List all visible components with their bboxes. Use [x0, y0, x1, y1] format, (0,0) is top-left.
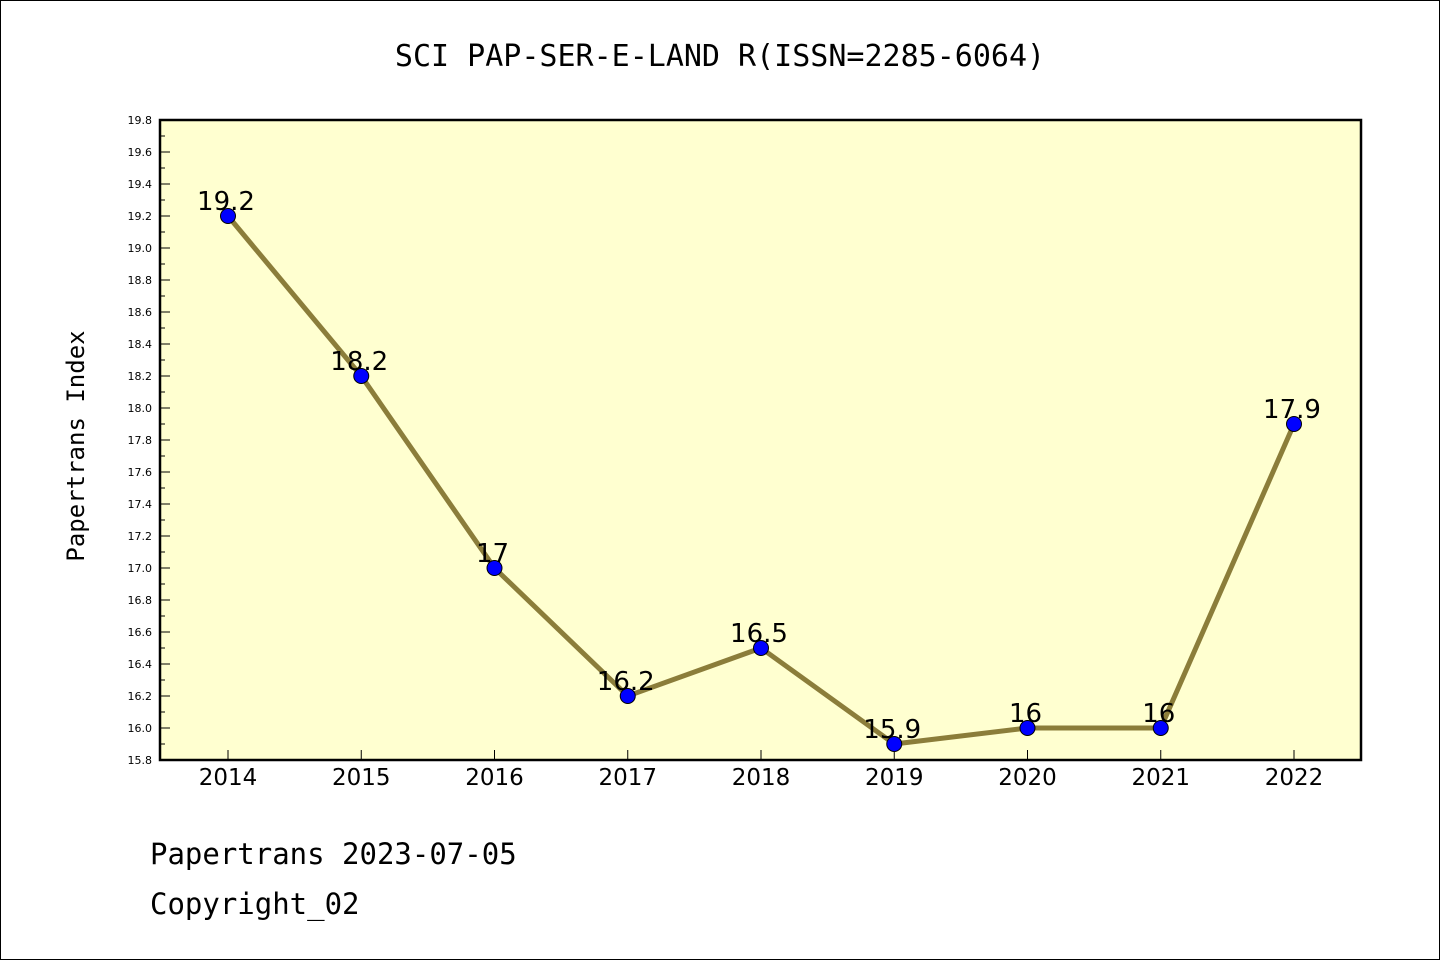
data-label: 16: [1009, 699, 1042, 729]
x-axis: 2014 2015 2016 2017 2018 2019 2020 2021 2022: [199, 750, 1324, 791]
data-point: [619, 688, 636, 704]
plot-border: [158, 118, 1363, 762]
data-point: [353, 368, 370, 384]
data-point: [886, 736, 903, 752]
data-label: 18.2: [330, 347, 388, 377]
x-tick-label: 2017: [598, 765, 657, 791]
y-axis: 15.8 16.0 16.2 16.4 16.6 16.8 17.0 17.2 17.4 17.6…: [128, 114, 170, 767]
y-tick-label: 16.2: [128, 690, 153, 703]
data-point: [753, 640, 769, 656]
data-point: [486, 560, 503, 576]
data-labels: 19.2 18.2 17 16.2 16.5 15.9 16 16 17.9: [197, 187, 1321, 745]
y-tick-label: 15.8: [128, 754, 153, 767]
data-point: [220, 208, 236, 224]
data-point: [1019, 720, 1036, 736]
data-label: 15.9: [863, 715, 921, 745]
y-tick-label: 18.8: [128, 274, 153, 287]
y-tick-label: 19.2: [128, 210, 153, 223]
data-label: 16: [1142, 699, 1175, 729]
data-label: 19.2: [197, 187, 255, 217]
y-tick-label: 18.0: [128, 402, 153, 415]
series-papertrans-index: [220, 208, 1302, 752]
y-tick-label: 17.8: [128, 434, 153, 447]
footer-copyright: Copyright_02: [150, 887, 360, 922]
x-tick-label: 2019: [865, 765, 924, 791]
y-tick-label: 18.2: [128, 370, 153, 383]
data-label: 16.2: [597, 667, 655, 697]
y-tick-label: 16.4: [128, 658, 153, 671]
x-tick-label: 2015: [332, 765, 391, 791]
data-point: [1286, 416, 1302, 432]
x-tick-label: 2020: [998, 765, 1057, 791]
x-tick-label: 2022: [1265, 765, 1324, 791]
data-label: 16.5: [730, 619, 788, 649]
x-tick-label: 2021: [1131, 765, 1190, 791]
data-label: 17: [476, 539, 509, 569]
y-tick-label: 19.4: [128, 178, 153, 191]
data-label: 17.9: [1263, 395, 1321, 425]
y-tick-label: 19.0: [128, 242, 153, 255]
y-tick-label: 19.8: [128, 114, 153, 127]
chart-title: SCI PAP-SER-E-LAND R(ISSN=2285-6064): [395, 39, 1045, 74]
x-tick-label: 2014: [199, 765, 258, 791]
y-tick-label: 16.6: [128, 626, 153, 639]
x-tick-label: 2018: [732, 765, 791, 791]
footer-date: Papertrans 2023-07-05: [150, 837, 517, 871]
y-tick-label: 16.0: [128, 722, 153, 735]
y-tick-label: 19.6: [128, 146, 153, 159]
y-tick-label: 16.8: [128, 594, 153, 607]
data-point: [1152, 720, 1169, 736]
y-tick-label: 18.4: [128, 338, 153, 351]
y-tick-label: 17.6: [128, 466, 153, 479]
y-tick-label: 17.2: [128, 530, 153, 543]
y-tick-label: 17.4: [128, 498, 153, 511]
y-tick-label: 18.6: [128, 306, 153, 319]
x-tick-label: 2016: [465, 765, 524, 791]
y-tick-label: 17.0: [128, 562, 153, 575]
plot-area: [160, 120, 1361, 760]
y-axis-label: Papertrans Index: [62, 330, 90, 561]
